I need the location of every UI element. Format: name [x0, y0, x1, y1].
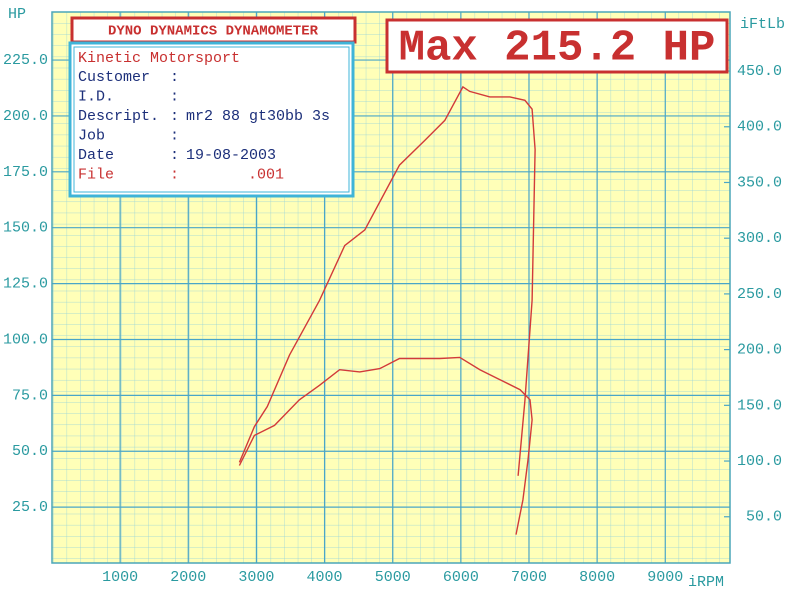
y2-tick-label: 150.0 — [737, 397, 782, 414]
y-tick-label: 25.0 — [12, 499, 48, 516]
y2-tick-label: 50.0 — [746, 509, 782, 526]
y-axis-label: HP — [8, 6, 26, 23]
max-frame — [385, 18, 729, 74]
x-tick-label: 1000 — [102, 569, 138, 586]
y-tick-label: 150.0 — [3, 220, 48, 237]
title-frame — [70, 16, 357, 44]
info-label: Descript. — [78, 108, 159, 125]
company: Kinetic Motorsport — [78, 50, 240, 67]
x-axis-label: iRPM — [688, 574, 724, 591]
x-tick-label: 8000 — [579, 569, 615, 586]
plot-frame — [51, 11, 731, 564]
series-line — [238, 356, 533, 535]
max-label: Max 215.2 HP — [399, 24, 716, 74]
info-separator: : — [170, 147, 179, 164]
info-value: mr2 88 gt30bb 3s — [186, 108, 330, 125]
x-tick-label: 5000 — [375, 569, 411, 586]
y2-axis-label: iFtLb — [740, 16, 785, 33]
info-separator: : — [170, 127, 179, 144]
x-tick-label: 4000 — [307, 569, 343, 586]
info-label: Job — [78, 127, 105, 144]
info-label: I.D. — [78, 88, 114, 105]
y-tick-label: 200.0 — [3, 108, 48, 125]
y2-tick-label: 250.0 — [737, 286, 782, 303]
y2-tick-label: 200.0 — [737, 342, 782, 359]
y2-tick-label: 100.0 — [737, 453, 782, 470]
info-label: Date — [78, 147, 114, 164]
info-label: Customer — [78, 69, 150, 86]
info-separator: : — [170, 88, 179, 105]
y-tick-label: 125.0 — [3, 276, 48, 293]
y2-tick-label: 450.0 — [737, 63, 782, 80]
info-inner-frame — [73, 46, 350, 193]
info-separator: : — [170, 69, 179, 86]
title-box: DYNO DYNAMICS DYNAMOMETER — [70, 16, 357, 44]
chart-title: DYNO DYNAMICS DYNAMOMETER — [108, 24, 319, 40]
info-box: Kinetic Motorsport Customer: I.D.: Descrip… — [68, 41, 355, 198]
y-tick-label: 50.0 — [12, 443, 48, 460]
info-value: .001 — [248, 166, 284, 183]
y-tick-label: 75.0 — [12, 387, 48, 404]
x-tick-label: 2000 — [170, 569, 206, 586]
y-tick-label: 175.0 — [3, 164, 48, 181]
x-tick-label: 6000 — [443, 569, 479, 586]
info-label: File — [78, 166, 114, 183]
info-separator: : — [170, 108, 179, 125]
info-frame — [68, 41, 355, 198]
y2-tick-label: 400.0 — [737, 119, 782, 136]
y2-tick-label: 300.0 — [737, 230, 782, 247]
x-tick-label: 3000 — [238, 569, 274, 586]
y2-tick-label: 350.0 — [737, 174, 782, 191]
info-value: 19-08-2003 — [186, 147, 276, 164]
x-tick-label: 9000 — [647, 569, 683, 586]
x-tick-label: 7000 — [511, 569, 547, 586]
y-tick-label: 225.0 — [3, 52, 48, 69]
y-tick-label: 100.0 — [3, 331, 48, 348]
series-line — [238, 85, 536, 476]
max-box: Max 215.2 HP — [385, 18, 729, 74]
info-separator: : — [170, 166, 179, 183]
